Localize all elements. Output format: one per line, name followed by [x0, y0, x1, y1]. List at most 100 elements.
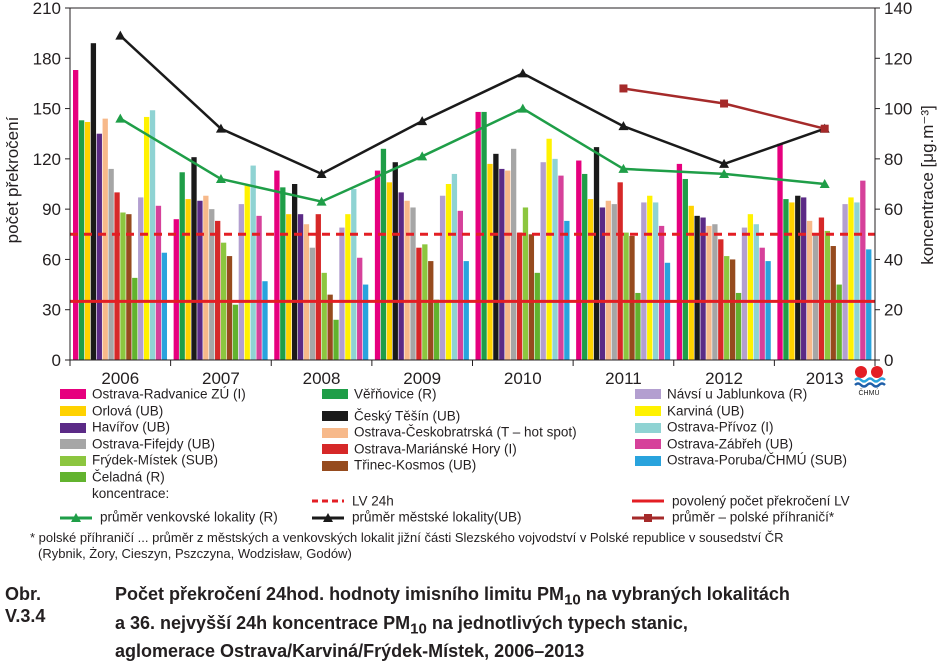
bar	[404, 200, 410, 360]
bar	[765, 261, 771, 360]
line-marker	[115, 30, 126, 40]
legend: Ostrava-Radvanice ZÚ (I) Orlová (UB) Havíř…	[60, 384, 940, 574]
legend-label: Ostrava-Přívoz (I)	[667, 419, 774, 435]
y2-tick-label: 80	[884, 150, 903, 169]
line-marker	[719, 168, 730, 178]
average-lines	[115, 30, 830, 206]
series-line	[119, 107, 825, 203]
bar	[676, 163, 683, 360]
bar	[522, 207, 529, 360]
bar	[297, 214, 304, 360]
legend-swatch	[635, 389, 661, 400]
chart: 0 30 60 90 120 150 180 210 0 20 40 60 80 100 120 140 200…	[3, 0, 937, 388]
footnote-line-1: * polské příhraničí ... průměr z městský…	[30, 530, 784, 545]
bar	[73, 70, 79, 361]
legend-item: Frýdek-Místek (SUB)	[60, 452, 218, 468]
legend-item: Ostrava-Radvanice ZÚ (I)	[60, 386, 246, 402]
bar	[801, 197, 807, 360]
y2-tick-label: 20	[884, 301, 903, 320]
bar	[132, 277, 138, 360]
legend-label: povolený počet překročení LV	[672, 493, 850, 509]
bar	[155, 205, 162, 360]
bar	[759, 247, 765, 360]
bar	[463, 261, 469, 360]
y-tick-label: 180	[33, 49, 61, 68]
bar	[729, 259, 736, 360]
legend-label: Třinec-Kosmos (UB)	[354, 457, 477, 473]
bar	[866, 249, 872, 360]
bar	[280, 187, 286, 360]
bar	[499, 168, 505, 360]
legend-swatch	[60, 512, 92, 522]
legend-label: Karviná (UB)	[667, 403, 745, 419]
bar	[854, 202, 860, 360]
line-marker	[819, 179, 830, 188]
bar	[250, 165, 256, 360]
legend-swatch	[60, 406, 86, 417]
legend-item: Ostrava-Fifejdy (UB)	[60, 436, 215, 452]
bar	[434, 299, 440, 360]
legend-label: Ostrava-Fifejdy (UB)	[92, 436, 216, 452]
bar	[185, 199, 191, 360]
bar	[451, 173, 458, 360]
bar	[380, 148, 387, 360]
legend-swatch	[60, 389, 86, 400]
legend-concentration-header: koncentrace:	[92, 485, 170, 501]
legend-item: LV 24h	[312, 493, 394, 509]
legend-swatch	[312, 512, 344, 522]
bar	[244, 185, 250, 360]
bar	[84, 121, 91, 360]
line-marker	[619, 84, 628, 93]
legend-item: povolený počet překročení LV	[632, 493, 850, 509]
bar	[605, 200, 612, 360]
bar	[735, 292, 742, 360]
y2-tick-label: 120	[884, 49, 912, 68]
bar	[587, 199, 594, 360]
bar	[321, 272, 327, 360]
y2-tick-label: 100	[884, 100, 912, 119]
bar	[599, 207, 606, 360]
bar	[291, 184, 298, 360]
bar	[777, 143, 783, 360]
bar	[286, 214, 292, 360]
legend-item: průměr venkovské lokality (R)	[60, 509, 278, 525]
legend-item: Věřňovice (R)	[322, 386, 437, 402]
legend-label: Ostrava-Českobratrská (T – hot spot)	[354, 424, 577, 440]
bar	[226, 256, 233, 360]
figure-title: Počet překročení 24hod. hodnoty imisního…	[115, 584, 790, 662]
bar	[410, 207, 416, 360]
bar	[90, 43, 97, 360]
figure-number: Obr. V.3.4	[5, 584, 46, 626]
legend-swatch	[60, 455, 86, 466]
reference-lines	[70, 232, 875, 303]
line-marker	[618, 121, 629, 131]
bar	[741, 227, 748, 360]
legend-item: Návsí u Jablunkova (R)	[635, 386, 807, 402]
legend-swatch	[322, 411, 348, 422]
bar	[303, 224, 310, 360]
bar	[327, 294, 333, 360]
svg-text:ČHMÚ: ČHMÚ	[859, 388, 880, 396]
line-marker	[517, 103, 528, 113]
bar	[617, 182, 623, 360]
legend-label: Věřňovice (R)	[354, 386, 437, 402]
footnote-line-2: (Rybnik, Żory, Cieszyn, Pszczyna, Wodzis…	[38, 546, 352, 561]
chmu-logo-icon: ČHMÚ	[854, 366, 886, 397]
bar	[215, 220, 221, 360]
line-marker	[618, 163, 629, 173]
bar	[516, 232, 523, 360]
legend-item: Havířov (UB)	[60, 419, 170, 435]
axes: 0 30 60 90 120 150 180 210 0 20 40 60 80 100 120 140 200…	[33, 0, 913, 388]
legend-swatch	[322, 427, 348, 438]
bar	[333, 319, 339, 360]
y2-tick-label: 140	[884, 0, 912, 18]
y-tick-label: 150	[33, 100, 61, 119]
bar	[398, 192, 404, 360]
bar	[126, 214, 132, 360]
bar	[712, 224, 718, 360]
y-tick-label: 30	[42, 301, 61, 320]
bar	[374, 170, 381, 360]
bar	[842, 204, 848, 360]
bar	[830, 246, 836, 360]
bar	[552, 158, 558, 360]
